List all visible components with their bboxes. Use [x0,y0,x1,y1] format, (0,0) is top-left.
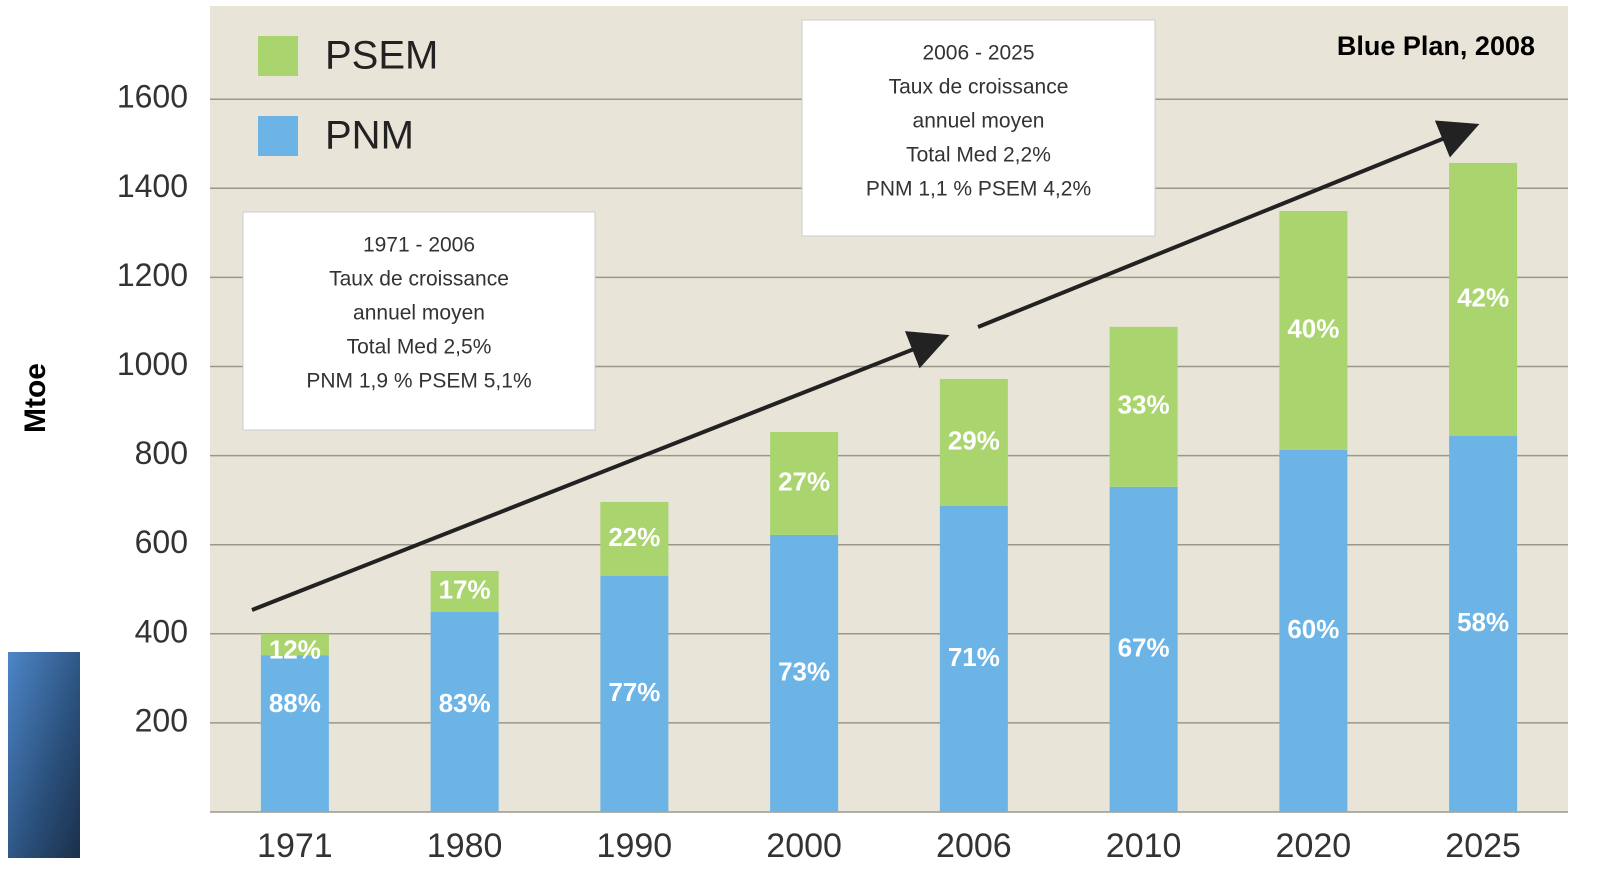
bar-segment [261,655,329,812]
x-tick-label: 2006 [936,827,1012,865]
chart: 200 400 600 800 1000 1200 1400 1600 1971 88% 12% 1… [0,0,1620,890]
value-label: 42% [1457,282,1509,312]
value-label: 22% [608,522,660,552]
value-label: 40% [1287,313,1339,343]
y-tick-label: 1200 [117,257,188,293]
value-label: 58% [1457,607,1509,637]
value-label: 71% [948,642,1000,672]
annotation-text: annuel moyen [913,110,1045,133]
annotation-text: PNM 1,9 % PSEM 5,1% [306,370,531,393]
source: Blue Plan, 2008 [1337,31,1535,61]
y-tick-label: 1600 [117,79,188,115]
value-label: 27% [778,466,830,496]
legend-label: PNM [325,114,414,158]
annotation-text: 1971 - 2006 [363,234,475,257]
annotation-text: Total Med 2,5% [347,336,492,359]
value-label: 33% [1118,390,1170,420]
x-tick-label: 2020 [1276,827,1352,865]
x-tick-label: 1990 [597,827,673,865]
y-tick-label: 400 [135,613,188,649]
value-label: 67% [1118,632,1170,662]
annotation-text: PNM 1,1 % PSEM 4,2% [866,178,1091,201]
annotation-text: 2006 - 2025 [922,42,1034,65]
value-label: 17% [439,574,491,604]
y-tick-label: 1400 [117,168,188,204]
value-label: 29% [948,425,1000,455]
value-label: 73% [778,656,830,686]
y-axis-label: Mtoe [19,363,52,433]
value-label: 77% [608,677,660,707]
legend-swatch [258,36,298,76]
value-label: 12% [269,635,321,665]
y-tick-label: 1000 [117,346,188,382]
page: 200 400 600 800 1000 1200 1400 1600 1971 88% 12% 1… [0,0,1620,890]
x-tick-label: 2000 [766,827,842,865]
y-tick-label: 600 [135,524,188,560]
value-label: 88% [269,688,321,718]
y-tick-label: 800 [135,435,188,471]
photo [8,652,80,858]
x-tick-label: 1971 [257,827,333,865]
legend-label: PSEM [325,34,438,78]
annotation-text: Taux de croissance [329,268,509,291]
y-tick-label: 200 [135,702,188,738]
value-label: 83% [439,688,491,718]
x-tick-label: 2025 [1445,827,1521,865]
annotation-text: Total Med 2,2% [906,144,1051,167]
x-tick-label: 2010 [1106,827,1182,865]
annotation-text: Taux de croissance [889,76,1069,99]
x-tick-label: 1980 [427,827,503,865]
legend-swatch [258,116,298,156]
annotation-text: annuel moyen [353,302,485,325]
value-label: 60% [1287,614,1339,644]
